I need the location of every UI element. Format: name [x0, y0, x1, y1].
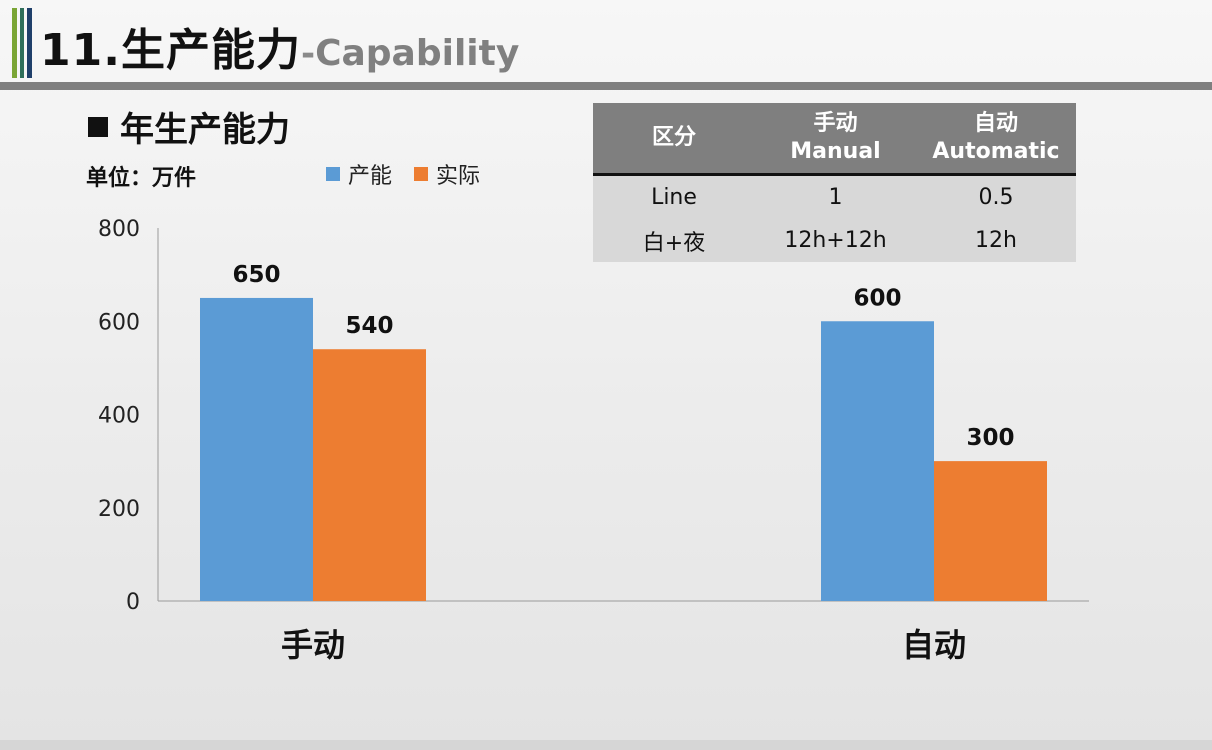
x-category-label: 自动	[902, 626, 966, 664]
data-label: 540	[345, 313, 393, 339]
table-cell: 0.5	[916, 174, 1076, 219]
info-table: 区分 手动 Manual 自动 Automatic Line 1 0.5 白+夜 1…	[593, 103, 1076, 262]
data-label: 650	[232, 262, 280, 288]
footer-strip	[0, 740, 1212, 750]
table-cell: 12h	[916, 219, 1076, 262]
legend-label-actual: 实际	[436, 164, 481, 189]
legend-item-capacity: 产能	[326, 158, 392, 190]
accent-bar-navy	[27, 8, 32, 78]
data-label: 300	[966, 425, 1014, 451]
legend-item-actual: 实际	[414, 158, 480, 190]
header-rule	[0, 82, 1212, 90]
chart-legend: 产能 实际	[326, 158, 502, 190]
table-header-automatic-en: Automatic	[932, 139, 1060, 164]
slide-title: 11.生产能力-Capability	[40, 14, 519, 78]
legend-swatch-capacity	[326, 167, 340, 181]
legend-label-capacity: 产能	[348, 164, 393, 189]
table-cell: 1	[755, 174, 916, 219]
section-title: 年生产能力	[88, 102, 290, 151]
table-row: Line 1 0.5	[593, 174, 1076, 219]
bar	[934, 461, 1047, 601]
table-header-automatic-zh: 自动	[973, 111, 1018, 136]
table-header-automatic: 自动 Automatic	[916, 103, 1076, 176]
accent-bar-green	[12, 8, 17, 78]
table-header-category-zh: 区分	[651, 125, 696, 150]
y-tick-label: 400	[98, 404, 140, 429]
table-row: 白+夜 12h+12h 12h	[593, 219, 1076, 262]
bullet-square-icon	[88, 117, 108, 137]
legend-swatch-actual	[414, 167, 429, 181]
accent-bar-teal	[20, 8, 24, 78]
unit-label: 单位：万件	[86, 166, 197, 191]
y-tick-label: 800	[98, 217, 140, 242]
table-header-manual-en: Manual	[790, 139, 881, 164]
table-header-manual: 手动 Manual	[755, 103, 916, 176]
slide-title-dash: -	[300, 34, 316, 74]
slide-title-main: 11.生产能力	[40, 25, 301, 76]
table-header-category: 区分	[593, 103, 755, 176]
y-tick-label: 600	[98, 310, 140, 335]
bar	[821, 321, 934, 601]
table-cell: 12h+12h	[755, 219, 916, 262]
y-tick-label: 0	[126, 590, 140, 615]
bar	[200, 297, 313, 601]
table-header-row: 区分 手动 Manual 自动 Automatic	[593, 103, 1076, 176]
data-label: 600	[853, 285, 901, 311]
section-title-text: 年生产能力	[120, 110, 290, 150]
x-category-label: 手动	[281, 626, 345, 664]
y-tick-label: 200	[98, 497, 140, 522]
table-cell: 白+夜	[593, 219, 755, 262]
table-cell: Line	[593, 174, 755, 219]
slide-title-subtitle: Capability	[315, 33, 520, 74]
table-header-manual-zh: 手动	[813, 111, 858, 136]
bar	[313, 349, 426, 601]
